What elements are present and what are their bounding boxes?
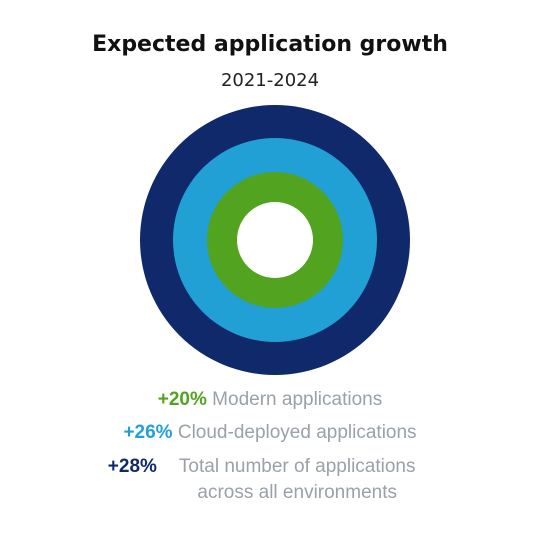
legend-value-modern-applications: +20% xyxy=(157,389,207,410)
legend-item-total-applications: +28% Total number of applications across… xyxy=(0,454,540,506)
legend-label-modern-applications: Modern applications xyxy=(212,389,383,410)
legend-value-total-applications: +28% xyxy=(107,456,157,477)
concentric-rings-chart xyxy=(140,105,410,375)
chart-subtitle: 2021-2024 xyxy=(220,70,320,91)
legend-value-cloud-deployed-applications: +26% xyxy=(123,422,173,443)
legend-item-cloud-deployed-applications: +26% Cloud-deployed applications xyxy=(0,420,540,446)
legend-label-cloud-deployed-applications: Cloud-deployed applications xyxy=(177,422,417,443)
chart-title: Expected application growth xyxy=(92,32,448,57)
legend-label-total-applications: Total number of applications across all … xyxy=(178,456,416,503)
legend-item-modern-applications: +20% Modern applications xyxy=(0,387,540,413)
ring-center-hole xyxy=(237,202,313,278)
